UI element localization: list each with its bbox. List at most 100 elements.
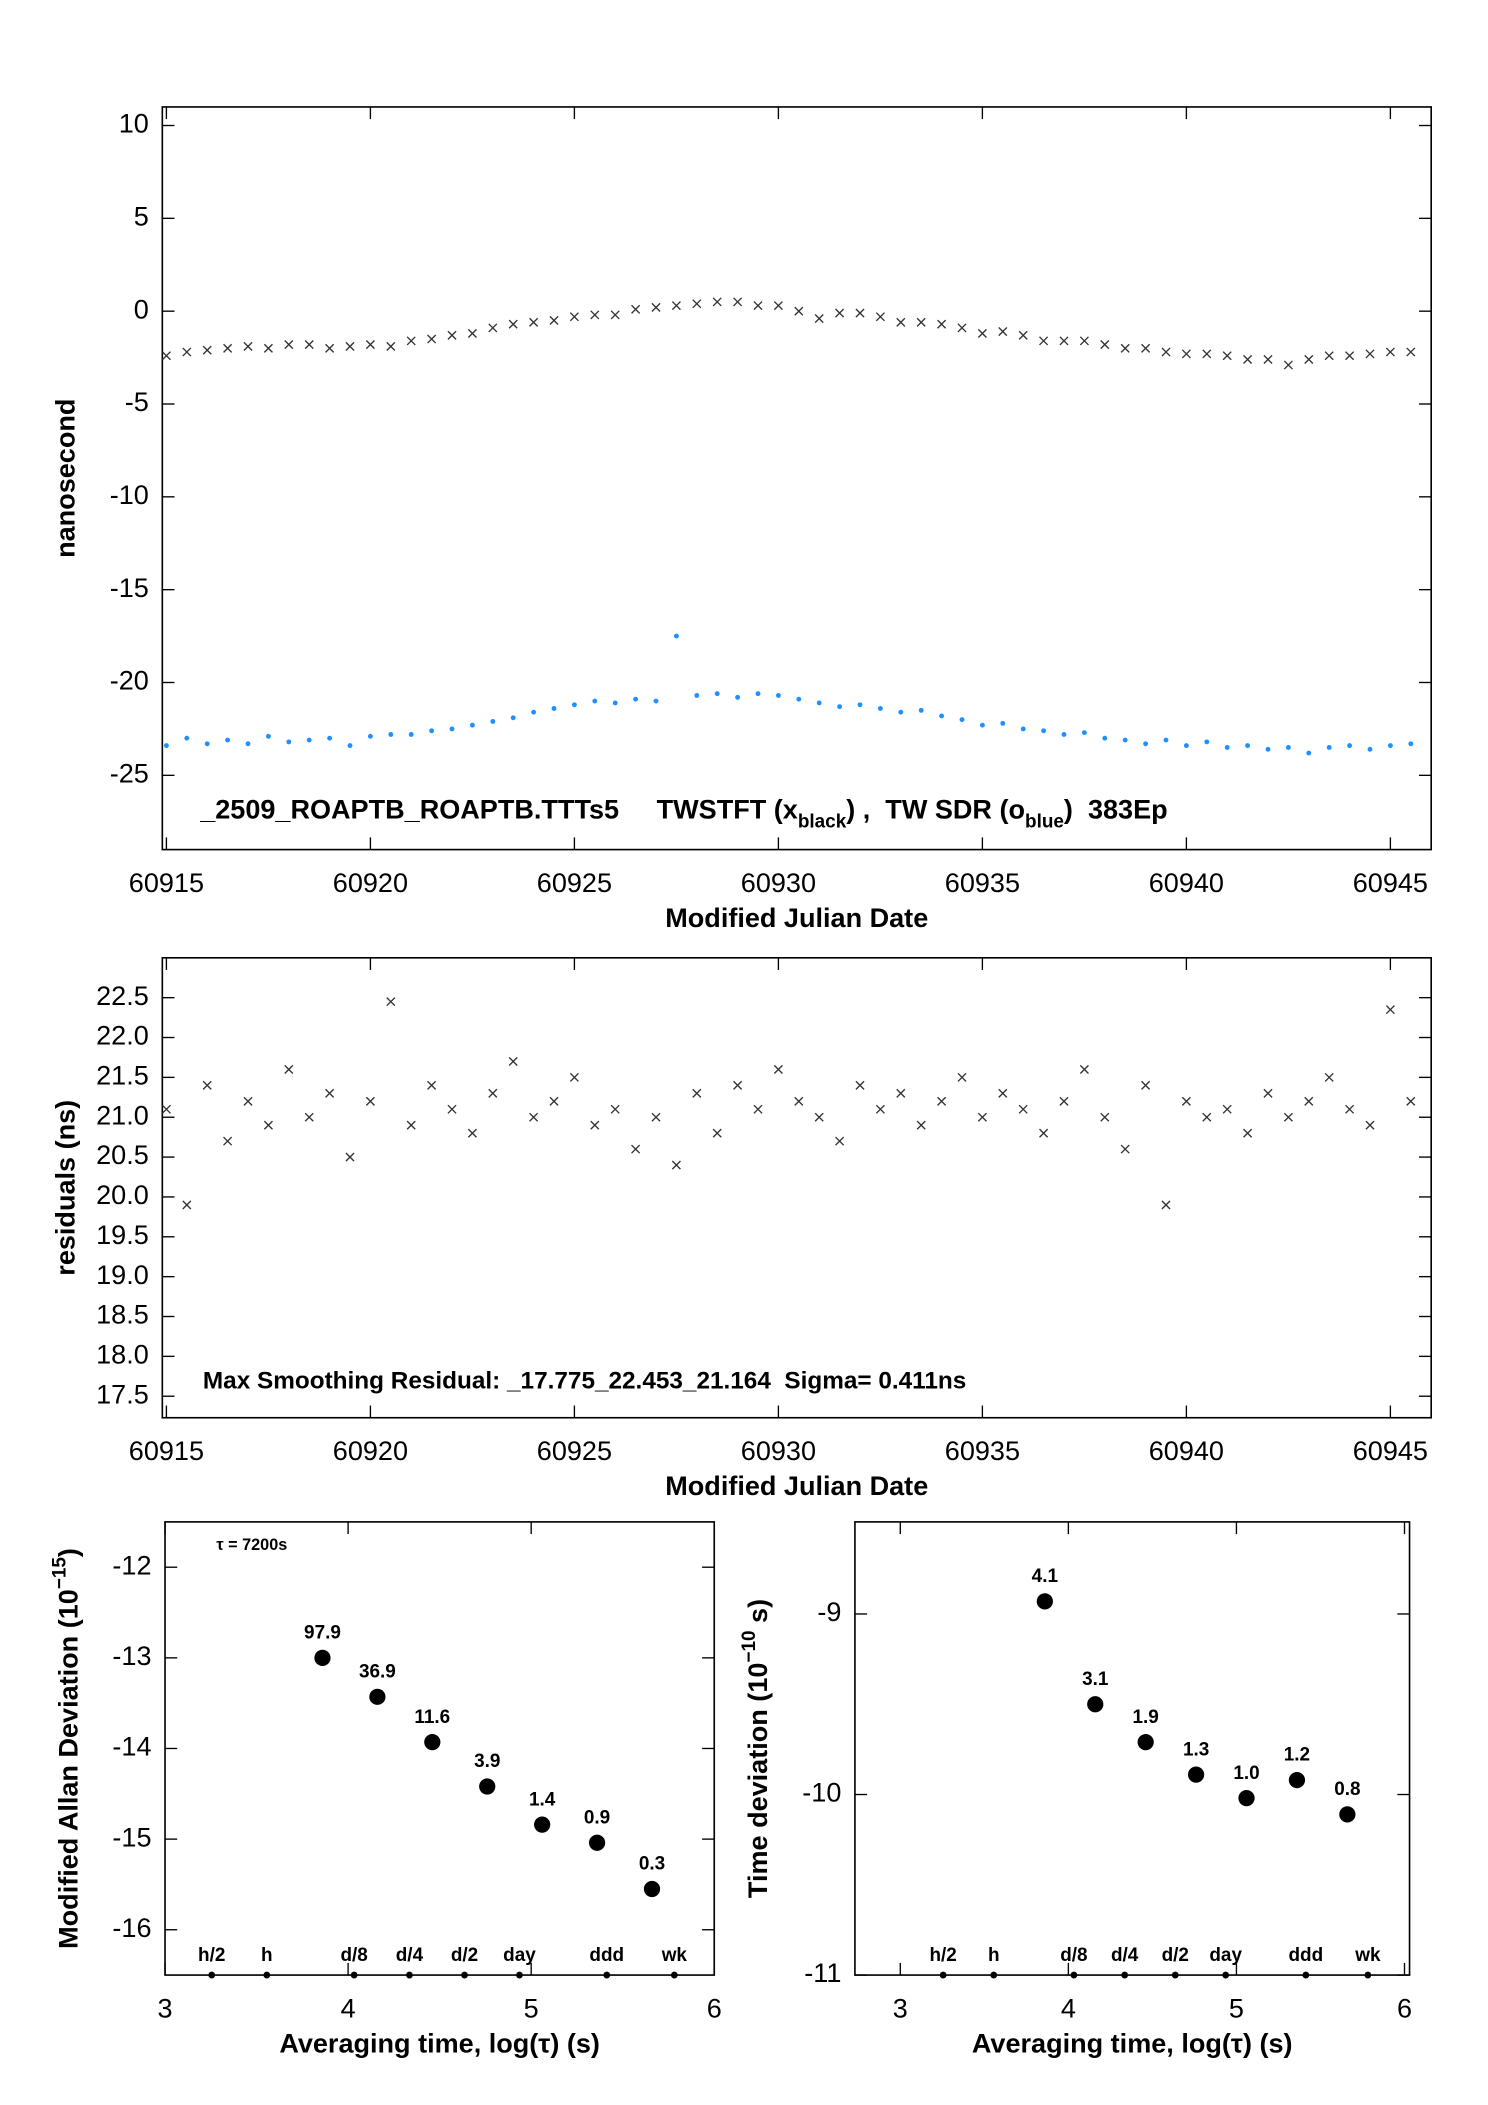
data-point bbox=[369, 1688, 386, 1705]
data-point bbox=[1036, 1593, 1053, 1610]
x-tick-label: 60930 bbox=[741, 1436, 816, 1466]
data-point bbox=[1345, 1104, 1355, 1114]
data-point bbox=[163, 743, 169, 749]
data-point bbox=[406, 1120, 416, 1130]
data-point bbox=[1304, 354, 1314, 364]
y-tick-label: 22.0 bbox=[96, 1021, 149, 1051]
data-point bbox=[1306, 750, 1312, 756]
data-point bbox=[529, 317, 539, 327]
y-axis-title: nanosecond bbox=[51, 399, 81, 558]
point-label: 0.9 bbox=[584, 1807, 610, 1828]
y-tick-label: 17.5 bbox=[96, 1379, 149, 1409]
data-point bbox=[1243, 354, 1253, 364]
data-point bbox=[1161, 347, 1171, 357]
x-tick-label: 60915 bbox=[129, 1436, 204, 1466]
data-point bbox=[306, 737, 312, 743]
point-label: 36.9 bbox=[359, 1661, 396, 1682]
data-point bbox=[1100, 1112, 1110, 1122]
data-point bbox=[694, 693, 700, 698]
x-tick-label: 3 bbox=[893, 1993, 908, 2023]
data-point bbox=[479, 1778, 496, 1795]
data-point bbox=[1243, 1128, 1253, 1138]
annotation: Max Smoothing Residual: _17.775_22.453_2… bbox=[203, 1368, 966, 1395]
data-point bbox=[796, 696, 802, 702]
data-point bbox=[386, 341, 396, 351]
data-point bbox=[775, 693, 781, 698]
data-point bbox=[898, 709, 904, 715]
data-point bbox=[939, 713, 945, 719]
x-tick-label: 4 bbox=[341, 1993, 356, 2023]
data-point bbox=[529, 1112, 539, 1122]
data-point bbox=[753, 1104, 763, 1114]
y-tick-label: -14 bbox=[112, 1732, 151, 1762]
data-point bbox=[857, 702, 863, 708]
x-tick-label: 6 bbox=[1397, 1993, 1412, 2023]
y-tick-label: 5 bbox=[134, 201, 149, 231]
data-point bbox=[569, 312, 579, 322]
data-point bbox=[304, 1112, 314, 1122]
data-point bbox=[549, 315, 559, 325]
data-point bbox=[551, 706, 557, 711]
data-point bbox=[755, 691, 761, 697]
data-point bbox=[1018, 330, 1028, 340]
x-tick-label: 6 bbox=[707, 1993, 722, 2023]
data-point bbox=[202, 1080, 212, 1090]
data-point bbox=[1365, 349, 1375, 359]
data-point bbox=[1087, 1696, 1104, 1713]
data-point bbox=[1039, 336, 1049, 346]
data-point bbox=[671, 1160, 681, 1170]
point-label: 11.6 bbox=[414, 1707, 450, 1728]
data-point bbox=[424, 1734, 441, 1751]
data-point bbox=[1406, 1096, 1416, 1106]
data-point bbox=[427, 334, 437, 344]
x-tick-label: 60935 bbox=[945, 1436, 1020, 1466]
data-point bbox=[590, 310, 600, 320]
point-label: 1.4 bbox=[529, 1789, 556, 1810]
x-tick-label: 60930 bbox=[741, 868, 816, 898]
y-tick-label: 19.5 bbox=[96, 1220, 149, 1250]
data-point bbox=[1018, 1104, 1028, 1114]
data-point bbox=[1224, 745, 1230, 750]
data-point bbox=[1345, 351, 1355, 361]
data-point bbox=[773, 1064, 783, 1074]
data-point bbox=[773, 301, 783, 311]
data-point bbox=[182, 347, 192, 357]
x-tick-label: 60920 bbox=[333, 1436, 408, 1466]
y-tick-label: 21.5 bbox=[96, 1061, 149, 1091]
x-tick-label: 60925 bbox=[537, 1436, 612, 1466]
data-point bbox=[427, 1080, 437, 1090]
data-point bbox=[794, 1096, 804, 1106]
reference-label: ddd bbox=[589, 1945, 624, 1966]
data-point bbox=[488, 323, 498, 333]
data-point bbox=[916, 1120, 926, 1130]
data-point bbox=[1163, 737, 1169, 743]
data-point bbox=[447, 330, 457, 340]
data-point bbox=[998, 327, 1008, 337]
reference-label: h/2 bbox=[929, 1945, 956, 1966]
data-point bbox=[202, 345, 212, 355]
data-point bbox=[161, 1104, 171, 1114]
data-point bbox=[1120, 1144, 1130, 1154]
text-part: −10 bbox=[739, 1630, 760, 1662]
reference-label: day bbox=[1209, 1945, 1242, 1966]
data-point bbox=[631, 1144, 641, 1154]
y-tick-label: -20 bbox=[110, 666, 149, 696]
point-label: 97.9 bbox=[304, 1622, 341, 1643]
x-tick-label: 60945 bbox=[1353, 1436, 1428, 1466]
data-point bbox=[467, 1128, 477, 1138]
x-tick-label: 60925 bbox=[537, 868, 612, 898]
data-point bbox=[1222, 1104, 1232, 1114]
data-point bbox=[816, 700, 822, 706]
x-axis-title: Averaging time, log(τ) (s) bbox=[279, 2029, 600, 2059]
y-tick-label: 18.0 bbox=[96, 1340, 149, 1370]
data-point bbox=[1347, 743, 1353, 749]
reference-dot bbox=[603, 1971, 611, 1979]
data-point bbox=[590, 1120, 600, 1130]
data-point bbox=[1120, 343, 1130, 353]
data-point bbox=[1263, 1088, 1273, 1098]
y-tick-label: 0 bbox=[134, 294, 149, 324]
data-point bbox=[1204, 739, 1210, 745]
y-tick-label: -16 bbox=[112, 1913, 151, 1943]
data-point bbox=[998, 1088, 1008, 1098]
